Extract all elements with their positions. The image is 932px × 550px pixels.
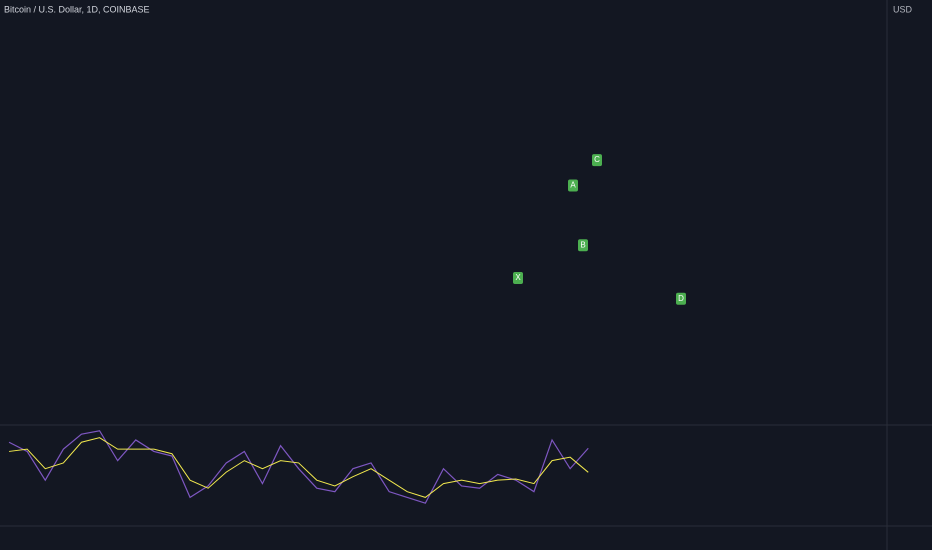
rsi-line xyxy=(8,430,589,504)
rsi-pane xyxy=(8,430,589,504)
pattern-point-bg xyxy=(592,154,602,167)
pattern-point-label: D xyxy=(678,294,684,303)
pattern-point: X xyxy=(513,271,523,284)
pattern-point-bg xyxy=(676,292,686,305)
pattern-point: C xyxy=(592,154,602,167)
drawings: X A B C D xyxy=(513,154,686,305)
pattern-point-bg xyxy=(568,179,578,192)
pattern-point: A xyxy=(568,179,578,192)
pattern-point-label: A xyxy=(570,181,576,190)
currency: USD xyxy=(893,4,913,14)
pattern-point-bg xyxy=(513,271,523,284)
pattern-point-label: X xyxy=(515,273,521,282)
rsi-ma-line xyxy=(8,437,589,498)
pattern-point: D xyxy=(676,292,686,305)
pattern-point-label: B xyxy=(580,240,585,249)
pattern-point: B xyxy=(578,239,588,252)
chart-title: Bitcoin / U.S. Dollar, 1D, COINBASE xyxy=(4,4,150,14)
pattern-point-label: C xyxy=(594,155,600,164)
pattern-point-bg xyxy=(578,239,588,252)
